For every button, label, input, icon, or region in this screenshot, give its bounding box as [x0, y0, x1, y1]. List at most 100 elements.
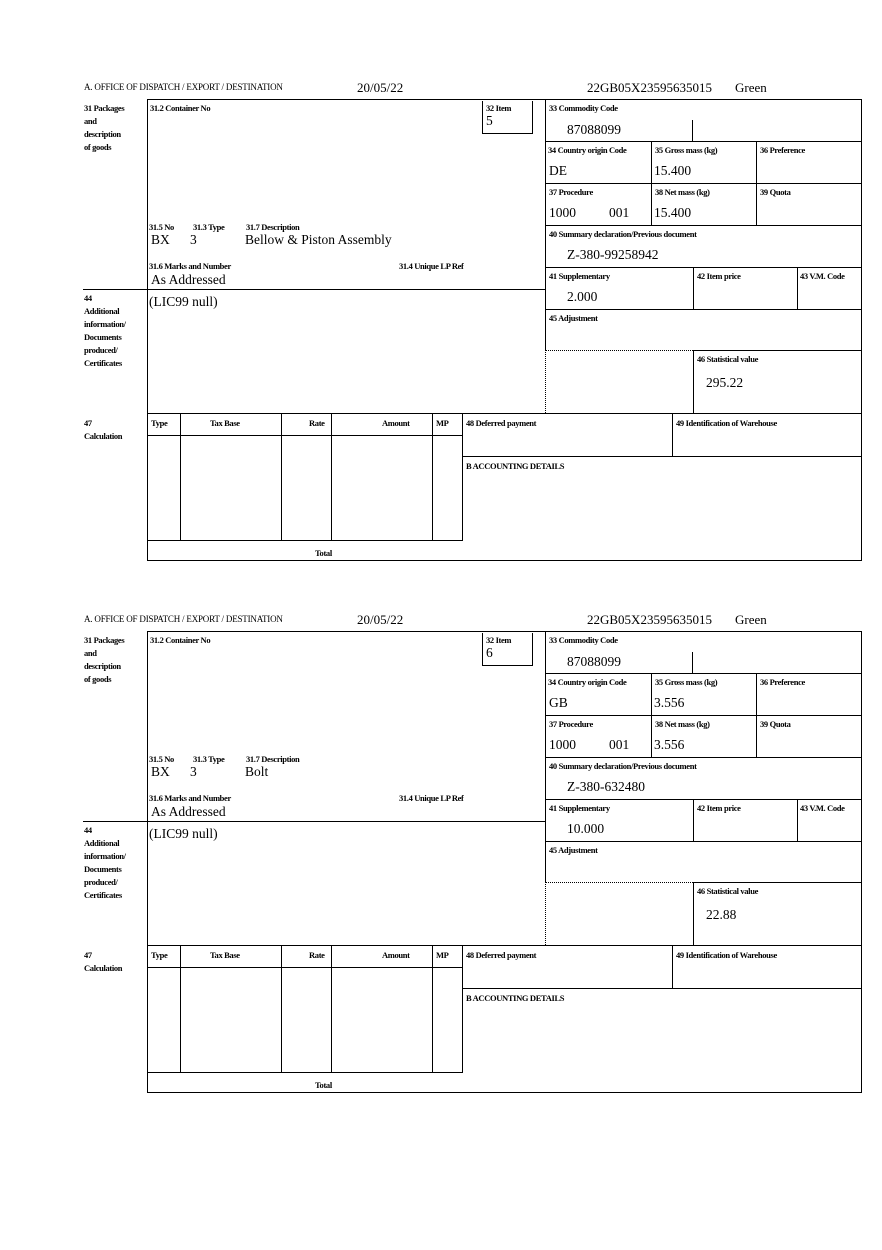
procedure-extra-value: 001 — [609, 205, 630, 220]
divider — [693, 799, 694, 841]
additional-info-value: (LIC99 null) — [149, 826, 218, 841]
accounting-details-label: B ACCOUNTING DETAILS — [466, 993, 565, 1003]
calc-col-amount: Amount — [382, 418, 410, 428]
statistical-value: 22.88 — [706, 907, 737, 922]
statistical-value-label: 46 Statistical value — [697, 354, 758, 364]
divider — [462, 413, 463, 540]
divider — [651, 141, 652, 225]
item-number: 5 — [486, 113, 493, 128]
item-price-label: 42 Item price — [697, 271, 741, 281]
accounting-details-label: B ACCOUNTING DETAILS — [466, 461, 565, 471]
divider — [482, 101, 483, 133]
preference-label: 36 Preference — [760, 145, 805, 155]
divider — [462, 456, 862, 457]
summary-declaration-value: Z-380-632480 — [567, 779, 645, 794]
divider — [545, 631, 546, 882]
calculation-section-label: 47 Calculation — [84, 950, 123, 973]
calc-col-rate: Rate — [309, 950, 325, 960]
divider — [545, 757, 862, 758]
gross-mass-label: 35 Gross mass (kg) — [655, 677, 718, 687]
calc-col-type: Type — [151, 418, 168, 428]
description-value: Bolt — [245, 764, 269, 779]
package-type-label: 31.3 Type — [193, 222, 225, 232]
divider — [756, 141, 757, 225]
procedure-value: 1000 — [549, 737, 576, 752]
calc-col-tax-base: Tax Base — [210, 950, 240, 960]
marks-value: As Addressed — [151, 804, 226, 819]
net-mass-value: 3.556 — [654, 737, 685, 752]
calc-col-tax-base: Tax Base — [210, 418, 240, 428]
commodity-code-label: 33 Commodity Code — [549, 635, 618, 645]
divider — [180, 413, 181, 540]
adjustment-label: 45 Adjustment — [549, 313, 598, 323]
divider — [545, 882, 693, 883]
unique-lp-ref-label: 31.4 Unique LP Ref — [399, 793, 464, 803]
country-origin-label: 34 Country origin Code — [548, 145, 627, 155]
divider — [147, 1072, 463, 1073]
divider — [693, 882, 862, 883]
divider — [693, 882, 694, 945]
divider — [545, 225, 862, 226]
total-label: Total — [315, 548, 332, 558]
divider — [83, 289, 545, 290]
country-origin-value: GB — [549, 695, 568, 710]
additional-info-value: (LIC99 null) — [149, 294, 218, 309]
customs-declaration-item: A. OFFICE OF DISPATCH / EXPORT / DESTINA… — [0, 80, 882, 568]
marks-value: As Addressed — [151, 272, 226, 287]
supplementary-value: 2.000 — [567, 289, 598, 304]
summary-declaration-value: Z-380-99258942 — [567, 247, 659, 262]
divider — [692, 120, 693, 141]
declaration-reference: 22GB05X23595635015 — [587, 80, 712, 95]
calc-col-mp: MP — [436, 418, 449, 428]
additional-info-section-label: 44 Additional information/ Documents pro… — [84, 293, 126, 368]
summary-declaration-label: 40 Summary declaration/Previous document — [549, 229, 697, 239]
statistical-value-label: 46 Statistical value — [697, 886, 758, 896]
divider — [861, 99, 862, 561]
divider — [545, 673, 862, 674]
commodity-code-value: 87088099 — [567, 654, 621, 669]
divider — [545, 350, 546, 413]
calculation-section-label: 47 Calculation — [84, 418, 123, 441]
country-origin-label: 34 Country origin Code — [548, 677, 627, 687]
package-no-value: BX — [151, 764, 170, 779]
divider — [462, 945, 463, 1072]
office-header: A. OFFICE OF DISPATCH / EXPORT / DESTINA… — [84, 614, 283, 624]
packages-section-label: 31 Packages and description of goods — [84, 103, 125, 152]
divider — [331, 413, 332, 540]
gross-mass-value: 3.556 — [654, 695, 685, 710]
net-mass-label: 38 Net mass (kg) — [655, 187, 710, 197]
additional-info-section-label: 44 Additional information/ Documents pro… — [84, 825, 126, 900]
calc-col-amount: Amount — [382, 950, 410, 960]
summary-declaration-label: 40 Summary declaration/Previous document — [549, 761, 697, 771]
net-mass-value: 15.400 — [654, 205, 692, 220]
calc-col-rate: Rate — [309, 418, 325, 428]
divider — [693, 350, 862, 351]
divider — [147, 631, 148, 1093]
divider — [861, 631, 862, 1093]
divider — [651, 673, 652, 757]
divider — [545, 309, 862, 310]
divider — [545, 841, 862, 842]
commodity-code-value: 87088099 — [567, 122, 621, 137]
packages-section-label: 31 Packages and description of goods — [84, 635, 125, 684]
container-no-label: 31.2 Container No — [150, 103, 211, 113]
package-type-value: 3 — [190, 764, 197, 779]
divider — [545, 799, 862, 800]
deferred-payment-label: 48 Deferred payment — [466, 950, 537, 960]
supplementary-value: 10.000 — [567, 821, 605, 836]
declaration-date: 20/05/22 — [357, 612, 404, 627]
procedure-extra-value: 001 — [609, 737, 630, 752]
deferred-payment-label: 48 Deferred payment — [466, 418, 537, 428]
divider — [693, 350, 694, 413]
package-type-value: 3 — [190, 232, 197, 247]
divider — [797, 267, 798, 309]
divider — [147, 631, 862, 632]
divider — [432, 945, 433, 1072]
procedure-label: 37 Procedure — [549, 719, 593, 729]
declaration-reference: 22GB05X23595635015 — [587, 612, 712, 627]
divider — [545, 267, 862, 268]
divider — [147, 967, 462, 968]
package-type-label: 31.3 Type — [193, 754, 225, 764]
divider — [545, 99, 546, 350]
supplementary-label: 41 Supplementary — [549, 271, 610, 281]
